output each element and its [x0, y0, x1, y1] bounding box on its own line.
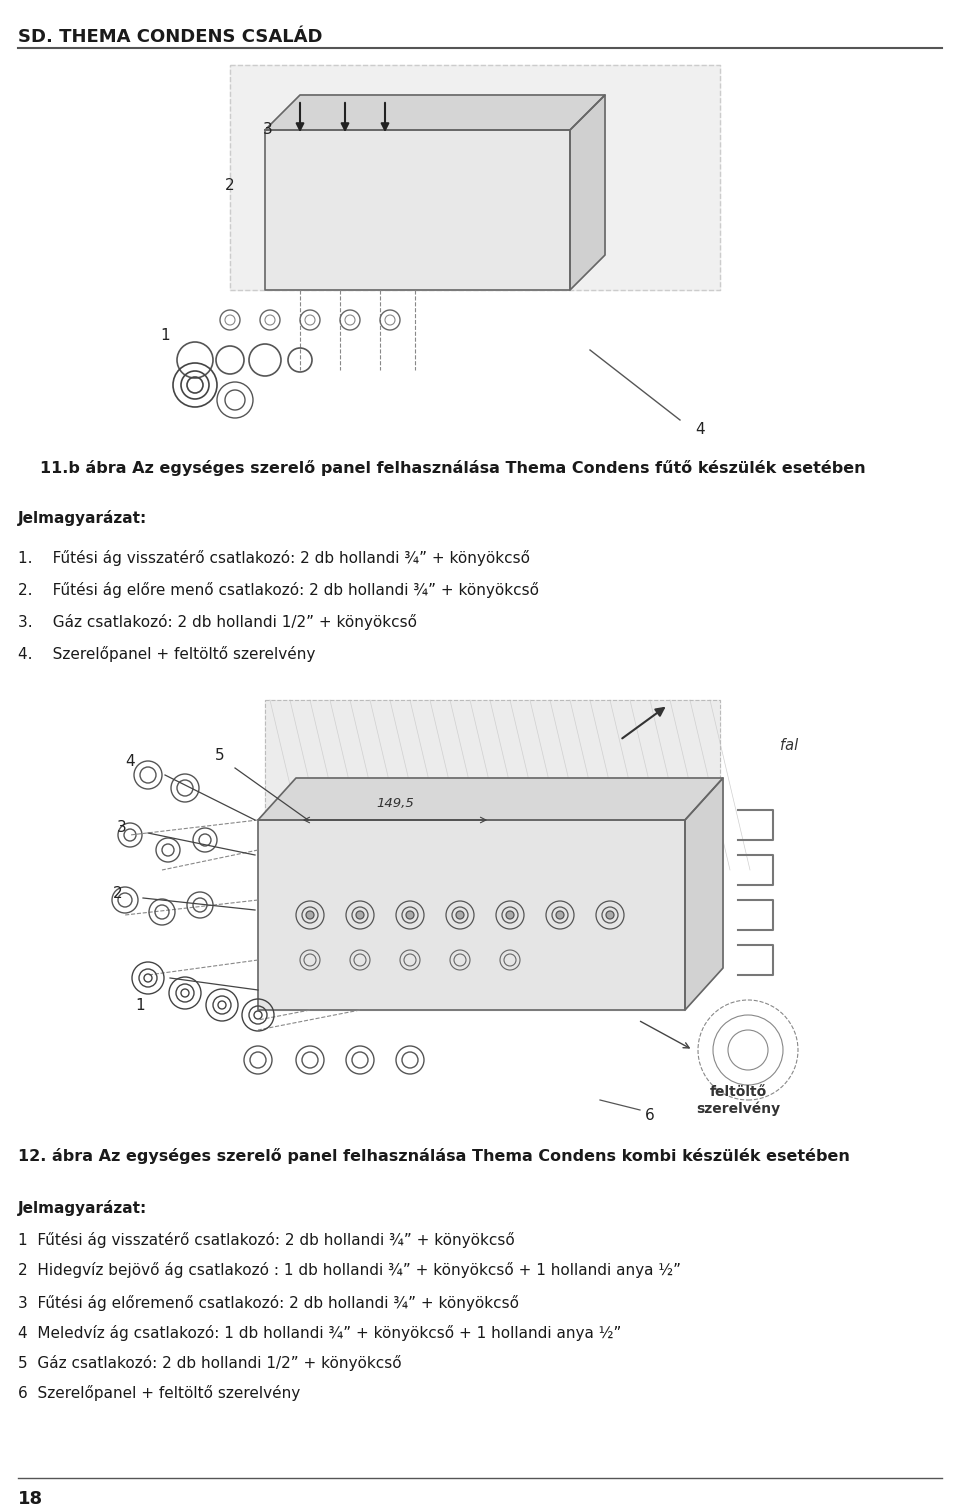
Text: 5  Gáz csatlakozó: 2 db hollandi 1/2” + könyökcső: 5 Gáz csatlakozó: 2 db hollandi 1/2” + k… [18, 1354, 401, 1371]
Circle shape [406, 911, 414, 920]
Text: 12. ábra Az egységes szerelő panel felhasználása Thema Condens kombi készülék es: 12. ábra Az egységes szerelő panel felha… [18, 1148, 850, 1163]
Polygon shape [230, 65, 720, 290]
Text: 3.  Gáz csatlakozó: 2 db hollandi 1/2” + könyökcső: 3. Gáz csatlakozó: 2 db hollandi 1/2” + … [18, 614, 417, 631]
Polygon shape [258, 820, 685, 1010]
Text: 1: 1 [160, 328, 170, 343]
Text: 149,5: 149,5 [376, 798, 414, 810]
Circle shape [606, 911, 614, 920]
Polygon shape [265, 95, 605, 129]
Text: 3: 3 [263, 122, 273, 137]
Text: 2  Hidegvíz bejövő ág csatlakozó : 1 db hollandi ¾” + könyökcső + 1 hollandi any: 2 Hidegvíz bejövő ág csatlakozó : 1 db h… [18, 1263, 681, 1278]
Text: 2.  Fűtési ág előre menő csatlakozó: 2 db hollandi ¾” + könyökcső: 2. Fűtési ág előre menő csatlakozó: 2 db… [18, 582, 539, 597]
Polygon shape [685, 778, 723, 1010]
Circle shape [306, 911, 314, 920]
Text: 4.  Szerelőpanel + feltöltő szerelvény: 4. Szerelőpanel + feltöltő szerelvény [18, 646, 316, 662]
Text: 2: 2 [113, 885, 123, 900]
Text: fal: fal [780, 737, 799, 752]
Circle shape [556, 911, 564, 920]
Text: 4  Meledvíz ág csatlakozó: 1 db hollandi ¾” + könyökcső + 1 hollandi anya ½”: 4 Meledvíz ág csatlakozó: 1 db hollandi … [18, 1324, 621, 1341]
Text: Jelmagyarázat:: Jelmagyarázat: [18, 1199, 147, 1216]
Polygon shape [265, 129, 570, 290]
Text: SD. THEMA CONDENS CSALÁD: SD. THEMA CONDENS CSALÁD [18, 29, 323, 47]
Text: 2: 2 [226, 178, 235, 193]
Text: 11.b ábra Az egységes szerelő panel felhasználása Thema Condens fűtő készülék es: 11.b ábra Az egységes szerelő panel felh… [40, 461, 866, 476]
Text: 5: 5 [215, 748, 225, 763]
Text: 3  Fűtési ág előremenő csatlakozó: 2 db hollandi ¾” + könyökcső: 3 Fűtési ág előremenő csatlakozó: 2 db h… [18, 1294, 519, 1311]
Polygon shape [258, 778, 723, 820]
Text: 18: 18 [18, 1490, 43, 1505]
Text: 1.  Fűtési ág visszatérő csatlakozó: 2 db hollandi ¾” + könyökcső: 1. Fűtési ág visszatérő csatlakozó: 2 db… [18, 549, 530, 566]
Text: 3: 3 [117, 820, 127, 835]
Text: 4: 4 [125, 754, 134, 769]
Text: Jelmagyarázat:: Jelmagyarázat: [18, 510, 147, 527]
Circle shape [456, 911, 464, 920]
Circle shape [506, 911, 514, 920]
Text: 1  Fűtési ág visszatérő csatlakozó: 2 db hollandi ¾” + könyökcső: 1 Fűtési ág visszatérő csatlakozó: 2 db … [18, 1233, 515, 1248]
Text: 4: 4 [695, 423, 705, 438]
Polygon shape [570, 95, 605, 290]
Text: 6  Szerelőpanel + feltöltő szerelvény: 6 Szerelőpanel + feltöltő szerelvény [18, 1385, 300, 1401]
Text: 1: 1 [135, 998, 145, 1013]
Text: feltöltő
szerelvény: feltöltő szerelvény [696, 1085, 780, 1115]
Polygon shape [265, 700, 720, 870]
Text: 6: 6 [645, 1108, 655, 1123]
Circle shape [356, 911, 364, 920]
